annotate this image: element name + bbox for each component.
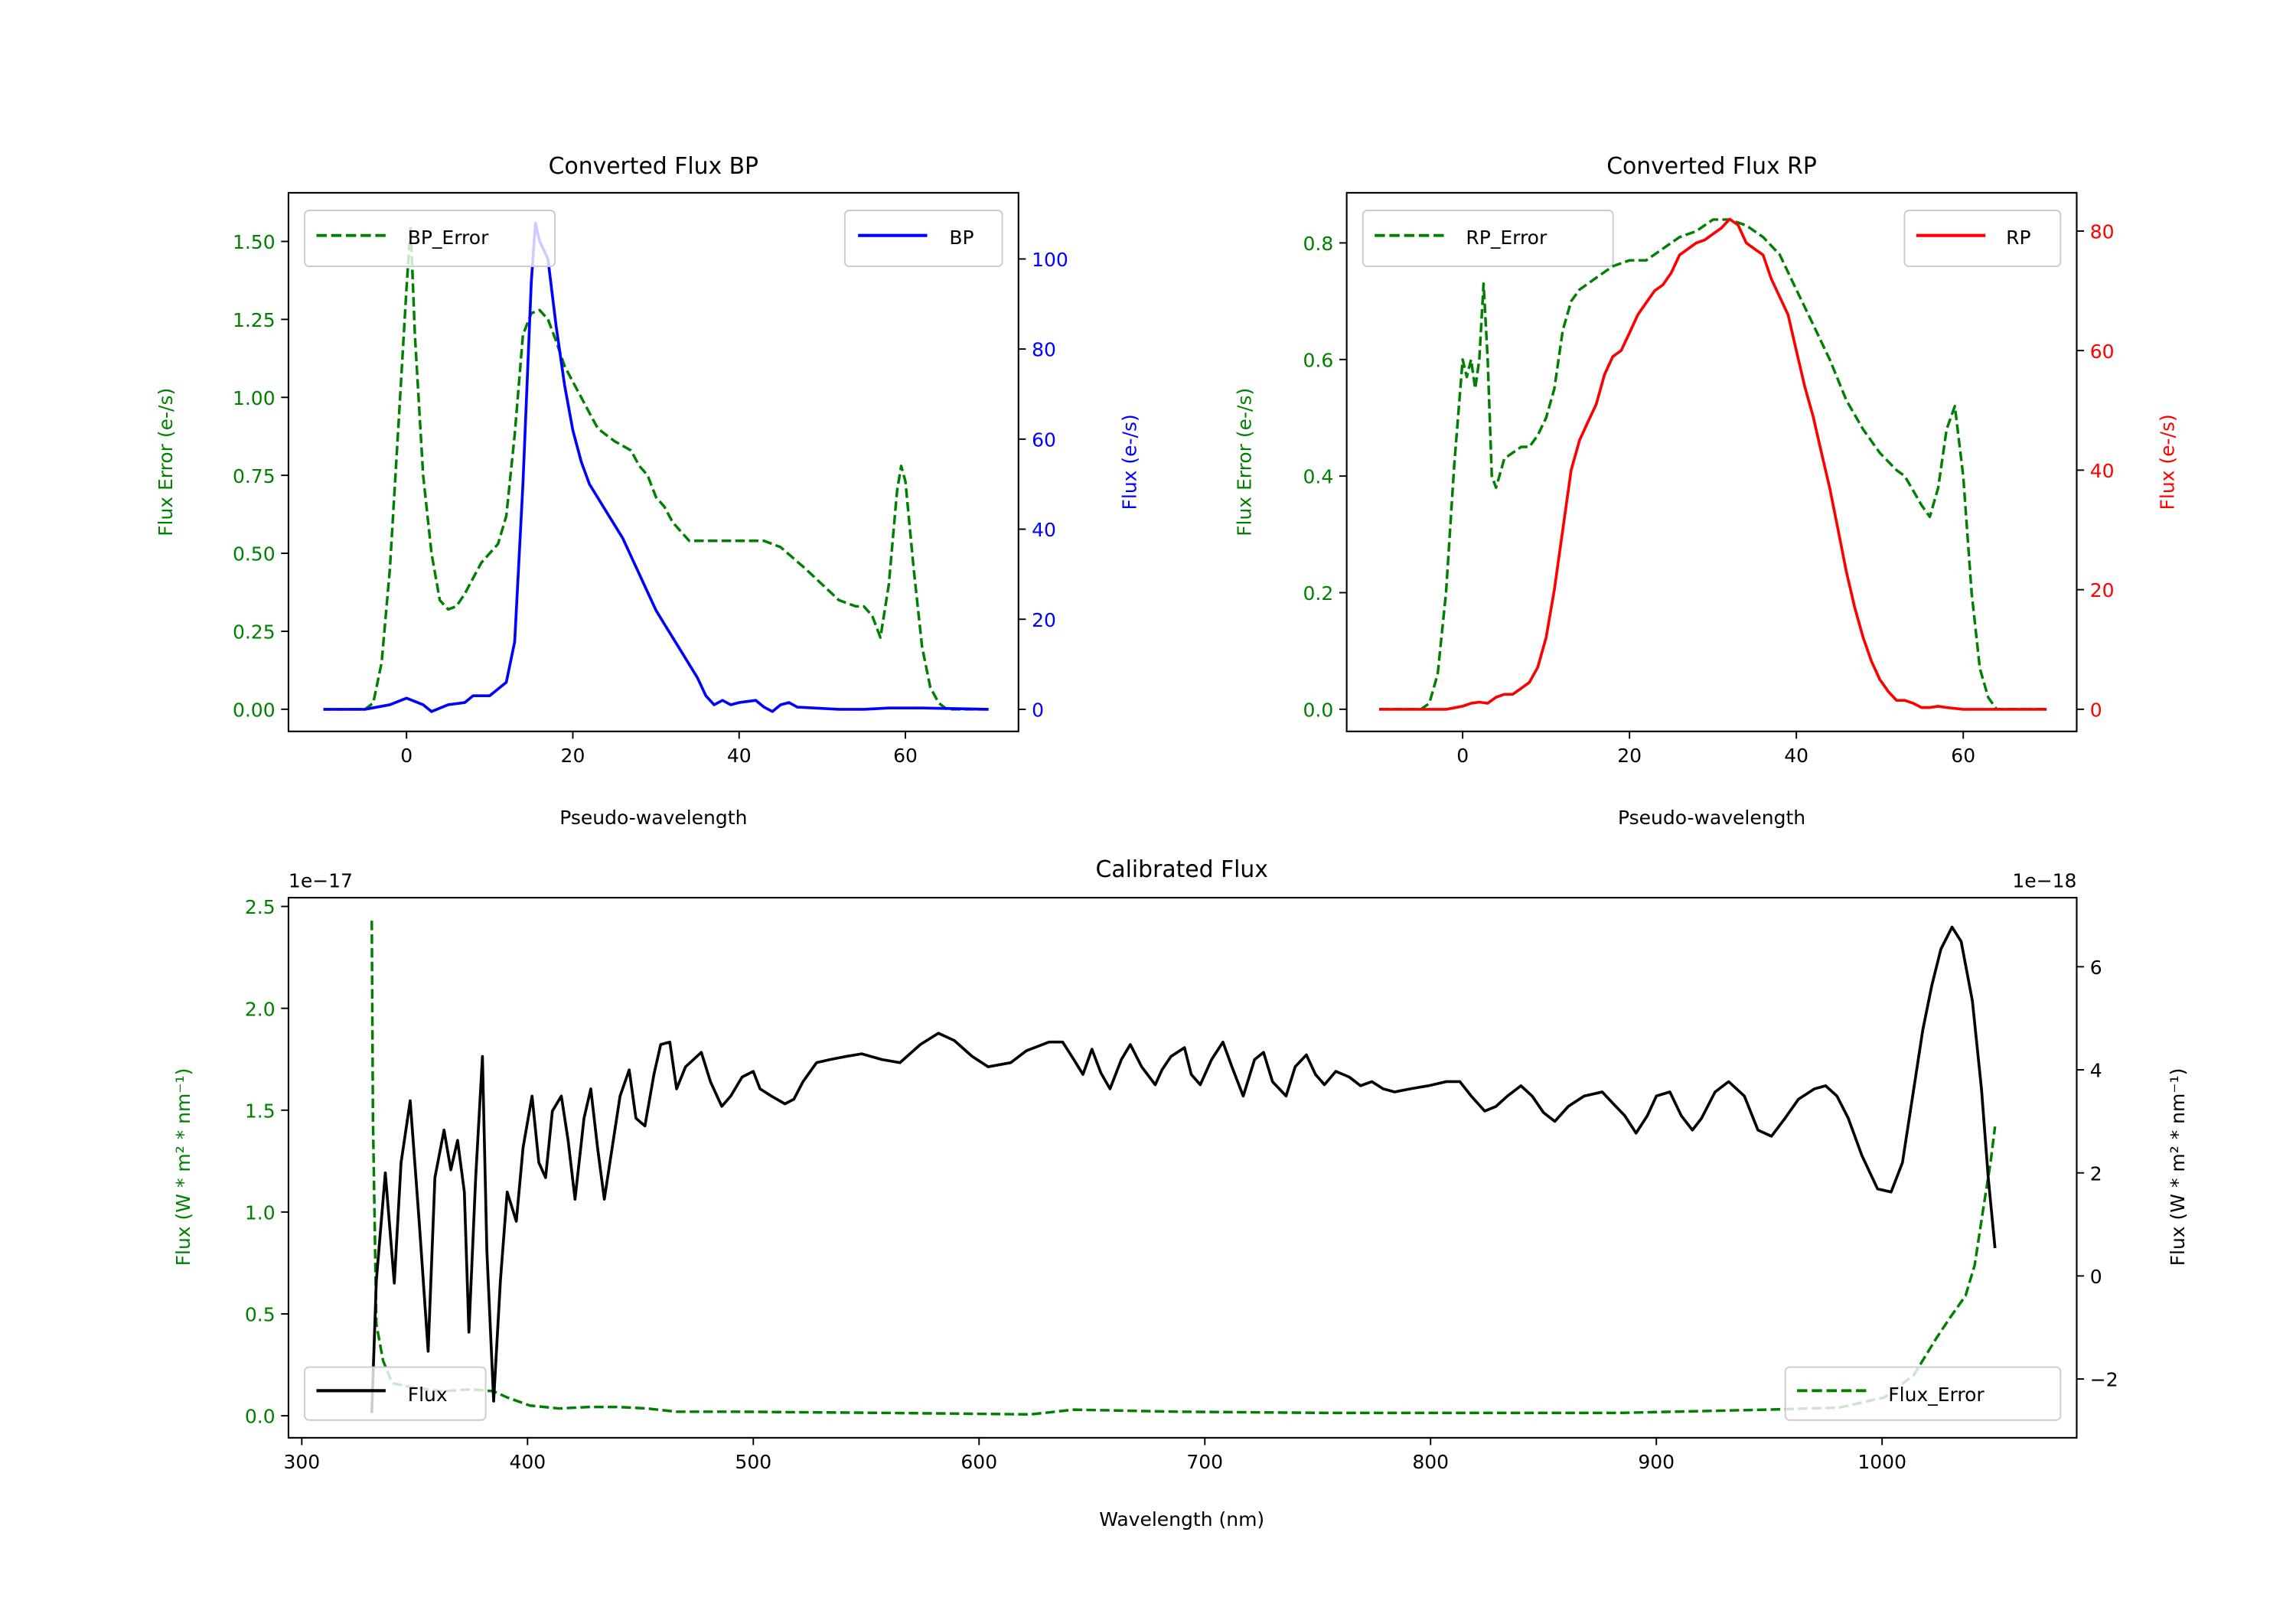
y-right-tick-label: −2 (2090, 1369, 2118, 1391)
legend-label-bp: BP (949, 227, 974, 249)
series-line-bp-error (323, 224, 989, 711)
cal-ylabel-left: Flux (W * m² * nm⁻¹) (172, 1068, 194, 1266)
y-left-tick-label: 2.0 (245, 998, 276, 1020)
x-tick-label: 0 (1456, 745, 1469, 767)
y-left-tick-label: 1.50 (233, 231, 276, 253)
y-left-tick-label: 0.6 (1303, 349, 1334, 371)
cal-offset-right: 1e−18 (2012, 870, 2076, 892)
series-line-flux-error (370, 921, 1997, 1416)
y-left-tick-label: 1.5 (245, 1100, 276, 1122)
bp-ylabel-left: Flux Error (e-/s) (155, 388, 177, 536)
x-tick-label: 60 (1951, 745, 1975, 767)
legend-label-rp: RP (2006, 227, 2030, 249)
cal-offset-left: 1e−17 (289, 870, 353, 892)
x-tick-label: 20 (561, 745, 585, 767)
y-right-tick-label: 60 (2090, 341, 2115, 363)
y-left-tick-label: 1.0 (245, 1201, 276, 1224)
y-left-tick-label: 0.5 (245, 1304, 276, 1326)
cal-title: Calibrated Flux (1096, 856, 1268, 883)
y-right-tick-label: 40 (1032, 519, 1056, 541)
y-left-tick-label: 2.5 (245, 896, 276, 918)
x-tick-label: 800 (1412, 1451, 1449, 1473)
y-right-tick-label: 6 (2090, 957, 2102, 979)
y-left-tick-label: 0.8 (1303, 233, 1334, 255)
x-tick-label: 300 (283, 1451, 320, 1473)
bp-title: Converted Flux BP (549, 153, 758, 180)
y-right-tick-label: 80 (1032, 339, 1056, 361)
y-left-tick-label: 1.00 (233, 387, 276, 409)
y-right-tick-label: 2 (2090, 1162, 2102, 1185)
x-tick-label: 20 (1617, 745, 1642, 767)
bp-plot-area: 0 20 40 60 0.00 0.25 0.50 0.75 1.00 1.25 1.50 0 20 40… (233, 191, 1068, 767)
x-tick-label: 500 (735, 1451, 771, 1473)
x-tick-label: 40 (727, 745, 752, 767)
y-left-tick-label: 0.75 (233, 465, 276, 487)
x-tick-label: 400 (509, 1451, 546, 1473)
y-left-tick-label: 0.0 (1303, 699, 1334, 721)
legend-box (1362, 210, 1614, 268)
y-right-tick-label: 60 (1032, 429, 1056, 451)
series-line-rp-error (1379, 218, 2047, 711)
flux-legend: Flux (304, 1366, 487, 1421)
y-right-tick-label: 4 (2090, 1060, 2102, 1082)
legend-box (1903, 210, 2062, 268)
legend-label-flux: Flux (408, 1384, 448, 1406)
calibrated-panel: Calibrated Flux 1e−17 1e−18 Wavelength (… (172, 856, 2189, 1530)
series-line-bp (323, 221, 989, 713)
rp-xlabel: Pseudo-wavelength (1618, 807, 1805, 829)
rp-axes-frame (1345, 191, 2078, 732)
y-left-tick-label: 0.00 (233, 699, 276, 721)
x-tick-label: 600 (960, 1451, 997, 1473)
series-line-flux (370, 925, 1997, 1413)
rp-ylabel-left: Flux Error (e-/s) (1234, 388, 1256, 536)
cal-ylabel-right: Flux (W * m² * nm⁻¹) (2167, 1068, 2189, 1266)
rp-plot-area: 0 20 40 60 0.0 0.2 0.4 0.6 0.8 0 20 40 60 80 (1303, 191, 2115, 767)
y-right-tick-label: 80 (2090, 221, 2115, 243)
rp-error-legend: RP_Error (1362, 210, 1614, 268)
bp-legend: BP (843, 210, 1003, 268)
cal-axes-frame (287, 897, 2078, 1439)
y-right-tick-label: 100 (1032, 249, 1068, 271)
legend-label-bp-error: BP_Error (408, 227, 489, 249)
x-tick-label: 60 (893, 745, 918, 767)
legend-box (843, 210, 1003, 268)
y-right-tick-label: 20 (1032, 609, 1056, 631)
legend-label-flux-error: Flux_Error (1888, 1384, 1985, 1406)
x-tick-label: 700 (1186, 1451, 1223, 1473)
bp-ylabel-right: Flux (e-/s) (1119, 414, 1141, 510)
series-line-rp (1379, 217, 2047, 711)
cal-xlabel: Wavelength (nm) (1099, 1508, 1264, 1530)
rp-ylabel-right: Flux (e-/s) (2156, 414, 2178, 510)
cal-plot-area: 300 400 500 600 700 800 900 1000 0.0 0.5 1.0 1.5 2.0… (245, 896, 2118, 1473)
y-left-tick-label: 0.0 (245, 1406, 276, 1428)
x-tick-label: 1000 (1857, 1451, 1906, 1473)
legend-box (304, 1366, 487, 1421)
x-tick-label: 900 (1638, 1451, 1675, 1473)
y-right-tick-label: 40 (2090, 460, 2115, 482)
x-tick-label: 0 (400, 745, 413, 767)
x-tick-label: 40 (1784, 745, 1808, 767)
bp-error-legend: BP_Error (304, 210, 556, 268)
y-right-tick-label: 0 (2090, 1266, 2102, 1288)
legend-box (304, 210, 556, 268)
bp-xlabel: Pseudo-wavelength (559, 807, 747, 829)
y-right-tick-label: 20 (2090, 579, 2115, 601)
bp-panel: Converted Flux BP Pseudo-wavelength Flux… (155, 153, 1141, 829)
rp-legend: RP (1903, 210, 2062, 268)
y-left-tick-label: 0.2 (1303, 582, 1334, 605)
rp-title: Converted Flux RP (1606, 153, 1817, 180)
y-left-tick-label: 0.50 (233, 543, 276, 566)
y-left-tick-label: 1.25 (233, 309, 276, 331)
legend-box (1784, 1366, 2062, 1421)
y-left-tick-label: 0.4 (1303, 466, 1334, 488)
legend-label-rp-error: RP_Error (1466, 227, 1548, 249)
y-left-tick-label: 0.25 (233, 621, 276, 644)
rp-panel: Converted Flux RP Pseudo-wavelength Flux… (1234, 153, 2179, 829)
bp-axes-frame (287, 191, 1019, 732)
y-right-tick-label: 0 (2090, 699, 2102, 721)
flux-error-legend: Flux_Error (1784, 1366, 2062, 1421)
y-right-tick-label: 0 (1032, 699, 1044, 722)
